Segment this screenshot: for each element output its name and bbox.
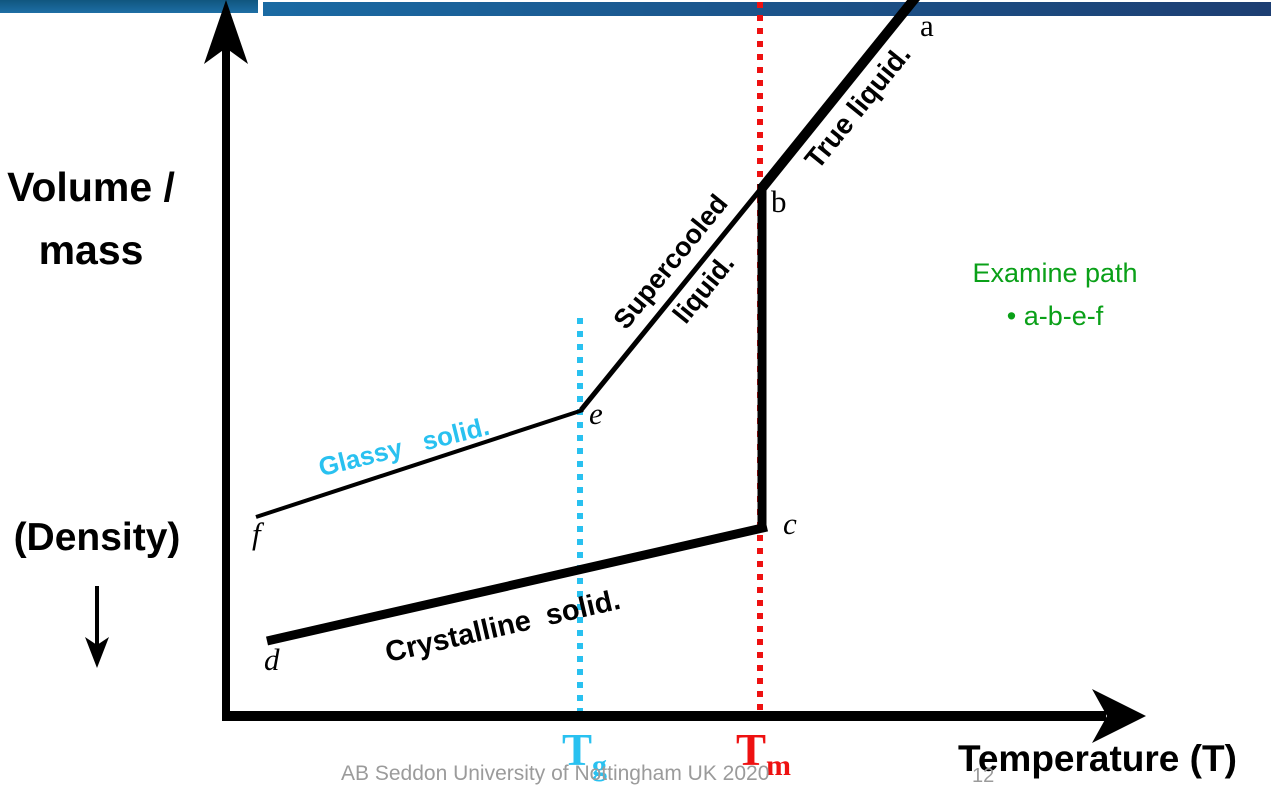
tm-sub: m (766, 749, 792, 782)
crystalline-line (265, 522, 769, 646)
y-axis-arrow-icon (204, 0, 248, 64)
tm-main: T (736, 725, 767, 775)
y-axis-label-line2: mass (38, 227, 144, 273)
examine-path-note: Examine path • a-b-e-f (938, 252, 1172, 338)
supercooled-line (579, 183, 766, 412)
true-liquid-line (758, 0, 920, 192)
tm-label: Tm (736, 728, 791, 781)
x-axis-label: Temperature (T) (958, 738, 1237, 779)
page-number: 12 (972, 765, 995, 787)
examine-path-line2: • a-b-e-f (1006, 301, 1104, 331)
density-label: (Density) (13, 516, 181, 559)
tg-main: T (562, 725, 593, 775)
footer-credit: AB Seddon University of Nottingham UK 20… (341, 762, 770, 785)
top-bar-left (0, 0, 258, 13)
point-label-a: a (920, 8, 934, 43)
y-axis-label: Volume / mass (0, 156, 182, 282)
tg-sub: g (592, 749, 608, 782)
point-label-b: b (771, 184, 787, 219)
density-down-arrow-icon (85, 637, 109, 668)
point-label-c: c (783, 506, 797, 541)
top-bar-right (263, 2, 1271, 16)
tg-label: Tg (562, 728, 607, 781)
x-axis-arrow-icon (1092, 689, 1146, 743)
examine-path-line1: Examine path (972, 258, 1138, 288)
point-label-d: d (264, 642, 280, 677)
point-label-f: f (252, 516, 261, 551)
glassy-line (255, 408, 584, 519)
point-label-e: e (589, 396, 603, 431)
y-axis-label-line1: Volume / (7, 164, 175, 210)
